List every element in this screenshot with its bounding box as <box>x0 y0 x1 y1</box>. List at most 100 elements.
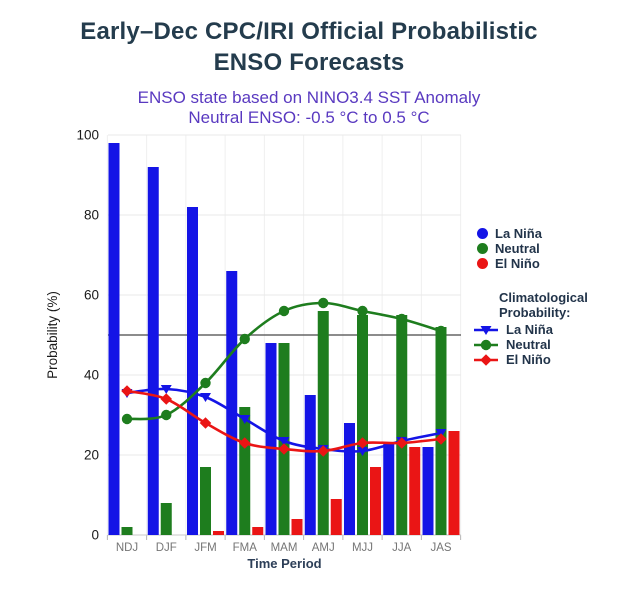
bar-la-ni-a-JJA <box>383 443 395 535</box>
climatology-marker-neutral-NDJ <box>121 413 133 425</box>
x-tick-label-JJA: JJA <box>392 542 412 554</box>
climatology-marker-el-ni-o-JAS <box>435 433 447 445</box>
y-tick-label: 20 <box>84 448 99 463</box>
bar-el-ni-o-FMA <box>252 527 264 535</box>
bar-neutral-MJJ <box>357 315 368 535</box>
x-tick-label-JFM: JFM <box>194 542 216 554</box>
bar-la-ni-a-NDJ <box>108 143 120 535</box>
x-tick-label-MJJ: MJJ <box>352 542 373 554</box>
legend-climo-item-neutral: Neutral <box>474 337 588 352</box>
bar-la-ni-a-FMA <box>226 271 238 535</box>
climatology-marker-neutral-DJF <box>161 409 172 421</box>
legend-label-neutral: Neutral <box>495 241 540 256</box>
climatology-marker-la-ni-a-FMA <box>239 415 251 424</box>
climatology-marker-la-ni-a-JFM <box>200 393 211 402</box>
legend-marker-svg <box>474 325 498 335</box>
climatology-marker-el-ni-o-AMJ <box>317 445 330 457</box>
bar-el-ni-o-MAM <box>291 519 303 535</box>
legend-marker-svg <box>474 353 498 366</box>
climatology-marker-el-ni-o-FMA <box>238 437 251 449</box>
bar-la-ni-a-AMJ <box>304 395 316 535</box>
y-tick-label: 60 <box>84 288 99 303</box>
legend-marker-svg <box>474 339 498 350</box>
legend-item-neutral: Neutral <box>477 241 542 256</box>
chart-title-line2: ENSO Forecasts <box>213 49 405 76</box>
legend-climo-title-line1: Climatological <box>499 290 588 305</box>
legend-label-el-nino: El Niño <box>495 256 540 271</box>
legend-climo-item-la-nina: La Niña <box>474 322 588 337</box>
neutral-dot-icon <box>477 243 488 254</box>
legend-climo-label-la-nina: La Niña <box>506 322 553 337</box>
legend-marker-symbol <box>480 325 492 335</box>
bar-neutral-DJF <box>160 503 172 535</box>
climatology-marker-el-ni-o-JFM <box>199 417 212 429</box>
bar-el-ni-o-JAS <box>448 431 460 535</box>
legend-label-la-nina: La Niña <box>495 226 542 241</box>
climatology-marker-el-ni-o-NDJ <box>121 385 133 397</box>
climatology-marker-la-ni-a-MAM <box>278 437 290 446</box>
bar-neutral-JJA <box>396 315 408 535</box>
chart-title-line1: Early–Dec CPC/IRI Official Probabilistic <box>80 18 538 45</box>
y-tick-label: 0 <box>91 528 99 543</box>
x-tick-label-DJF: DJF <box>156 542 177 554</box>
chart-title: Early–Dec CPC/IRI Official Probabilistic… <box>0 16 618 78</box>
el-nino-dot-icon <box>477 258 488 269</box>
legend-climo-title-line2: Probability: <box>499 305 571 320</box>
legend-climo-item-el-nino: El Niño <box>474 352 588 367</box>
climatology-marker-el-ni-o-JJA <box>395 437 408 449</box>
la-nina-line-marker-icon <box>473 324 499 336</box>
bar-neutral-FMA <box>239 407 251 535</box>
x-tick-label-AMJ: AMJ <box>312 542 335 554</box>
climatology-marker-la-ni-a-DJF <box>160 385 172 394</box>
x-tick-label-NDJ: NDJ <box>116 542 138 554</box>
legend-marker-symbol <box>480 353 492 366</box>
chart-subtitle-line1: ENSO state based on NINO3.4 SST Anomaly <box>137 88 481 107</box>
x-tick-label-MAM: MAM <box>271 542 298 554</box>
y-axis-title: Probability (%) <box>45 291 60 379</box>
climatology-marker-neutral-JFM <box>200 377 211 389</box>
bar-la-ni-a-MJJ <box>344 423 355 535</box>
x-tick-label-FMA: FMA <box>233 542 258 554</box>
climatology-marker-el-ni-o-MJJ <box>356 437 369 449</box>
climatology-marker-la-ni-a-MJJ <box>357 447 368 456</box>
legend-climo-label-neutral: Neutral <box>506 337 551 352</box>
climatology-marker-neutral-JAS <box>435 325 447 337</box>
bar-la-ni-a-JFM <box>187 207 198 535</box>
climatology-marker-neutral-JJA <box>396 313 407 325</box>
bar-la-ni-a-JAS <box>422 447 434 535</box>
neutral-line-marker-icon <box>473 339 499 351</box>
x-tick-label-JAS: JAS <box>430 542 451 554</box>
la-nina-dot-icon <box>477 228 488 239</box>
bar-neutral-JFM <box>200 467 211 535</box>
bar-neutral-NDJ <box>121 527 133 535</box>
bar-el-ni-o-MJJ <box>370 467 381 535</box>
bar-neutral-AMJ <box>317 311 329 535</box>
climatology-marker-neutral-AMJ <box>318 297 329 309</box>
legend-item-el-nino: El Niño <box>477 256 542 271</box>
chart-subtitle-line2: Neutral ENSO: -0.5 °C to 0.5 °C <box>188 108 430 127</box>
climatology-marker-el-ni-o-DJF <box>160 393 173 405</box>
bar-la-ni-a-DJF <box>147 167 159 535</box>
bar-el-ni-o-AMJ <box>330 499 342 535</box>
chart-subtitle: ENSO state based on NINO3.4 SST Anomaly … <box>0 88 618 128</box>
legend-item-la-nina: La Niña <box>477 226 542 241</box>
climatology-marker-neutral-FMA <box>239 333 250 345</box>
climatology-marker-neutral-MJJ <box>357 305 368 317</box>
legend-climo-title: Climatological Probability: <box>477 290 588 320</box>
y-tick-label: 80 <box>84 208 99 223</box>
el-nino-line-marker-icon <box>473 353 499 366</box>
bar-la-ni-a-MAM <box>265 343 277 535</box>
climatology-marker-el-ni-o-MAM <box>278 443 290 455</box>
legend-forecast: La Niña Neutral El Niño <box>477 226 542 271</box>
climatology-marker-neutral-MAM <box>278 305 290 317</box>
legend-marker-symbol <box>480 339 492 350</box>
bar-el-ni-o-JFM <box>213 531 224 535</box>
x-axis-title: Time Period <box>247 556 321 571</box>
y-tick-label: 40 <box>84 368 99 383</box>
bar-el-ni-o-JJA <box>409 447 421 535</box>
legend-climo-label-el-nino: El Niño <box>506 352 551 367</box>
legend-climatological: Climatological Probability: La Niña Neut… <box>474 290 588 367</box>
y-tick-label: 100 <box>76 128 99 143</box>
